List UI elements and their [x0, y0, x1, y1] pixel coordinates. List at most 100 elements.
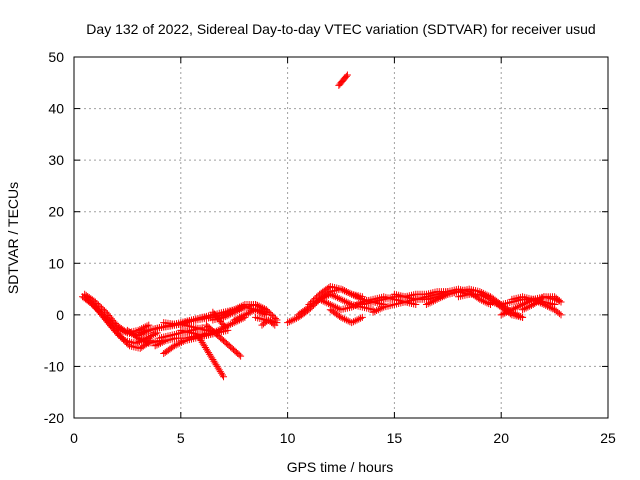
data-point — [520, 305, 528, 313]
y-tick-label: 0 — [56, 307, 64, 323]
data-point — [311, 295, 319, 303]
data-point — [113, 324, 121, 332]
data-point — [236, 313, 244, 321]
data-point — [237, 352, 245, 360]
data-point — [230, 306, 238, 314]
data-point — [376, 305, 384, 313]
chart-title: Day 132 of 2022, Sidereal Day-to-day VTE… — [86, 21, 595, 37]
data-point — [519, 306, 527, 314]
data-point — [337, 285, 345, 293]
data-point — [178, 338, 186, 346]
data-point — [285, 318, 293, 326]
data-point — [341, 315, 349, 323]
data-point — [358, 313, 366, 321]
data-point — [223, 309, 231, 317]
data-point — [248, 307, 256, 315]
data-point — [87, 300, 95, 308]
data-point — [141, 323, 149, 331]
data-point — [310, 296, 318, 304]
data-point — [510, 305, 518, 313]
data-point — [476, 290, 484, 298]
data-point — [232, 315, 240, 323]
data-point — [337, 295, 345, 303]
data-point — [330, 292, 338, 300]
data-point — [323, 299, 331, 307]
data-point — [515, 302, 523, 310]
series-t13 — [194, 331, 228, 381]
axis-ticks: 0 5 10 15 20 25 -20 -10 0 10 20 30 40 50 — [44, 49, 616, 446]
data-point — [348, 319, 356, 327]
data-point — [220, 373, 228, 381]
data-point — [323, 292, 331, 300]
data-point — [335, 295, 343, 303]
data-point — [506, 307, 514, 315]
data-point — [239, 301, 247, 309]
data-point — [308, 298, 316, 306]
data-point — [170, 342, 178, 350]
data-point — [306, 299, 314, 307]
data-point — [337, 313, 345, 321]
y-tick-label: 30 — [48, 152, 64, 168]
data-point — [83, 295, 91, 303]
data-point — [328, 291, 336, 299]
x-tick-label: 5 — [177, 430, 185, 446]
data-points — [79, 71, 565, 381]
data-point — [343, 71, 351, 79]
data-point — [483, 294, 491, 302]
data-point — [326, 301, 334, 309]
data-point — [172, 341, 180, 349]
data-point — [91, 303, 99, 311]
data-point — [136, 335, 144, 343]
x-tick-label: 0 — [70, 430, 78, 446]
data-point — [284, 319, 292, 327]
data-point — [478, 291, 486, 299]
data-point — [435, 295, 443, 303]
data-point — [522, 304, 530, 312]
series-t19 — [230, 306, 270, 324]
data-point — [555, 310, 563, 318]
data-point — [371, 307, 379, 315]
y-tick-label: 40 — [48, 101, 64, 117]
data-point — [503, 308, 511, 316]
data-point — [228, 319, 236, 327]
data-point — [497, 311, 505, 319]
data-point — [305, 301, 313, 309]
data-point — [139, 337, 147, 345]
data-point — [504, 307, 512, 315]
data-point — [291, 315, 299, 323]
data-point — [424, 300, 432, 308]
data-point — [122, 339, 130, 347]
data-point — [235, 351, 243, 359]
data-point — [319, 297, 327, 305]
data-point — [105, 316, 113, 324]
data-point — [115, 331, 123, 339]
x-tick-label: 15 — [387, 430, 403, 446]
data-point — [351, 317, 359, 325]
data-point — [234, 314, 242, 322]
data-point — [428, 298, 436, 306]
data-point — [267, 310, 275, 318]
data-point — [344, 299, 352, 307]
y-tick-label: 20 — [48, 204, 64, 220]
data-point — [255, 302, 263, 310]
data-point — [236, 303, 244, 311]
series-t14 — [202, 321, 245, 360]
data-point — [121, 337, 129, 345]
data-point — [332, 303, 340, 311]
data-point — [348, 303, 356, 311]
data-point — [102, 313, 110, 321]
data-point — [540, 301, 548, 309]
data-point — [369, 308, 377, 316]
data-point — [344, 289, 352, 297]
data-point — [547, 304, 555, 312]
data-point — [234, 304, 242, 312]
data-point — [357, 314, 365, 322]
data-point — [239, 312, 247, 320]
y-tick-label: -10 — [44, 358, 64, 374]
data-point — [184, 318, 192, 326]
data-point — [141, 338, 149, 346]
data-point — [524, 303, 532, 311]
data-point — [179, 338, 187, 346]
data-point — [542, 301, 550, 309]
data-point — [118, 334, 126, 342]
